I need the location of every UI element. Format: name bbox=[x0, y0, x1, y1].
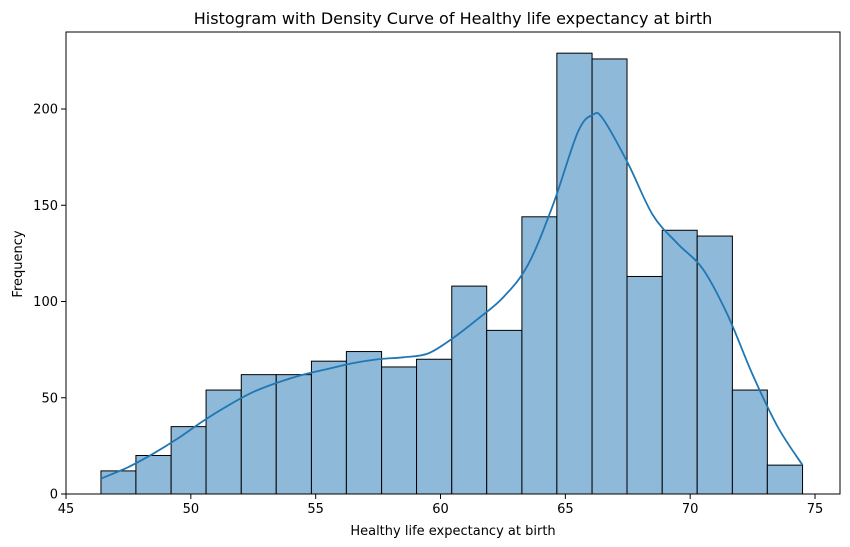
histogram-bar bbox=[170, 426, 207, 495]
histogram-bar bbox=[696, 235, 733, 495]
histogram-bar bbox=[661, 229, 698, 495]
histogram-bar bbox=[345, 351, 383, 495]
histogram-bar bbox=[556, 52, 593, 495]
y-tick-label: 100 bbox=[33, 295, 58, 310]
histogram-bar bbox=[205, 389, 242, 495]
x-axis-label: Healthy life expectancy at birth bbox=[350, 524, 555, 539]
histogram-bar bbox=[135, 455, 172, 495]
y-tick-label: 200 bbox=[33, 103, 58, 118]
y-tick-label: 0 bbox=[50, 488, 58, 503]
histogram-bar bbox=[240, 374, 277, 495]
histogram-bar bbox=[766, 464, 804, 495]
x-tick-label: 55 bbox=[307, 502, 324, 517]
x-tick-label: 70 bbox=[682, 502, 699, 517]
histogram-bar bbox=[731, 389, 768, 495]
histogram-bar bbox=[591, 58, 628, 495]
axes-frame bbox=[65, 31, 841, 495]
y-tick-label: 50 bbox=[41, 391, 58, 406]
y-axis-label: Frequency bbox=[11, 230, 26, 297]
plot-area: 45 50 55 60 65 70 75 0 50 100 150 200 bbox=[33, 31, 841, 517]
histogram-bar bbox=[310, 360, 347, 495]
histogram-bar bbox=[275, 374, 312, 495]
x-tick-label: 75 bbox=[807, 502, 824, 517]
histogram-bar bbox=[100, 470, 137, 495]
x-tick-label: 60 bbox=[432, 502, 449, 517]
histogram-bar bbox=[626, 275, 663, 495]
x-tick-label: 50 bbox=[183, 502, 200, 517]
histogram-bar bbox=[381, 366, 418, 495]
histogram-bar bbox=[451, 285, 488, 495]
histogram-bar bbox=[416, 358, 453, 495]
x-tick-label: 45 bbox=[58, 502, 75, 517]
y-tick-label: 150 bbox=[33, 199, 58, 214]
histogram-bar bbox=[521, 216, 558, 495]
chart-title: Histogram with Density Curve of Healthy … bbox=[194, 9, 713, 28]
x-tick-label: 65 bbox=[557, 502, 574, 517]
histogram-bar bbox=[486, 329, 523, 495]
density-curve bbox=[100, 111, 804, 480]
